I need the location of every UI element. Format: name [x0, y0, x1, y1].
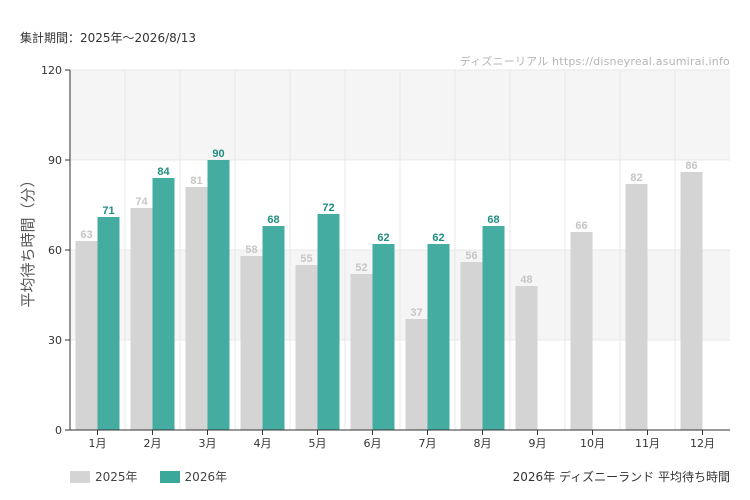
- bar-2025: [625, 184, 648, 430]
- data-label-2025: 66: [575, 220, 587, 232]
- collection-period: 集計期間：2025年～2026/8/13: [20, 31, 197, 45]
- bar-2025: [570, 232, 593, 430]
- x-tick-label: 9月: [529, 437, 547, 450]
- data-label-2025: 86: [685, 160, 697, 172]
- bar-2025: [75, 241, 98, 430]
- data-label-2026: 62: [377, 232, 389, 244]
- x-tick-label: 8月: [474, 437, 492, 450]
- bar-2026: [427, 244, 450, 430]
- legend-item-2025[interactable]: 2025年: [70, 468, 138, 485]
- data-label-2025: 58: [245, 244, 257, 256]
- data-label-2025: 74: [135, 196, 148, 208]
- data-label-2025: 55: [300, 253, 312, 265]
- bar-2026: [372, 244, 395, 430]
- x-tick-label: 3月: [199, 437, 217, 450]
- bar-2025: [405, 319, 428, 430]
- bar-2026: [152, 178, 175, 430]
- x-tick-label: 7月: [419, 437, 437, 450]
- data-label-2025: 56: [465, 250, 477, 262]
- bar-2025: [680, 172, 703, 430]
- data-label-2025: 81: [190, 175, 202, 187]
- x-tick-label: 2月: [144, 437, 162, 450]
- legend-swatch-2026: [159, 470, 180, 483]
- data-label-2026: 72: [322, 202, 334, 214]
- x-tick-label: 5月: [309, 437, 327, 450]
- y-tick-label: 0: [55, 424, 62, 437]
- bar-2026: [207, 160, 230, 430]
- y-tick-label: 60: [48, 244, 62, 257]
- y-tick-label: 90: [48, 154, 62, 167]
- bar-2025: [295, 265, 318, 430]
- data-label-2025: 52: [355, 262, 367, 274]
- data-label-2025: 48: [520, 274, 532, 286]
- data-label-2026: 90: [212, 148, 224, 160]
- data-label-2025: 37: [410, 307, 422, 319]
- bar-2026: [97, 217, 120, 430]
- bar-2026: [262, 226, 285, 430]
- chart-caption: 2026年 ディズニーランド 平均待ち時間: [512, 470, 730, 484]
- y-tick-label: 120: [41, 64, 62, 77]
- legend-swatch-2025: [70, 470, 90, 483]
- bar-2025: [240, 256, 263, 430]
- bar-2025: [350, 274, 373, 430]
- data-label-2026: 68: [267, 214, 279, 226]
- bar-2026: [482, 226, 505, 430]
- bar-2025: [185, 187, 208, 430]
- legend-label-2026: 2026年: [184, 470, 228, 484]
- bar-2025: [515, 286, 538, 430]
- x-tick-label: 1月: [89, 437, 107, 450]
- legend-item-2026[interactable]: 2026年: [159, 468, 228, 485]
- bar-2025: [460, 262, 483, 430]
- site-credit: ディズニーリアル https://disneyreal.asumirai.inf…: [459, 55, 730, 68]
- x-tick-label: 6月: [364, 437, 382, 450]
- x-tick-label: 12月: [690, 437, 715, 450]
- x-tick-label: 4月: [254, 437, 272, 450]
- legend-label-2025: 2025年: [95, 470, 138, 484]
- y-tick-label: 30: [48, 334, 62, 347]
- x-tick-label: 10月: [580, 437, 605, 450]
- data-label-2026: 71: [102, 205, 114, 217]
- bar-2026: [317, 214, 340, 430]
- data-label-2026: 68: [487, 214, 499, 226]
- legend: 2025年 2026年: [70, 468, 249, 485]
- data-label-2026: 62: [432, 232, 444, 244]
- data-label-2025: 63: [80, 229, 92, 241]
- bar-2025: [130, 208, 153, 430]
- x-tick-label: 11月: [635, 437, 660, 450]
- data-label-2026: 84: [157, 166, 170, 178]
- data-label-2025: 82: [630, 172, 642, 184]
- y-axis-label: 平均待ち時間（分）: [19, 172, 37, 307]
